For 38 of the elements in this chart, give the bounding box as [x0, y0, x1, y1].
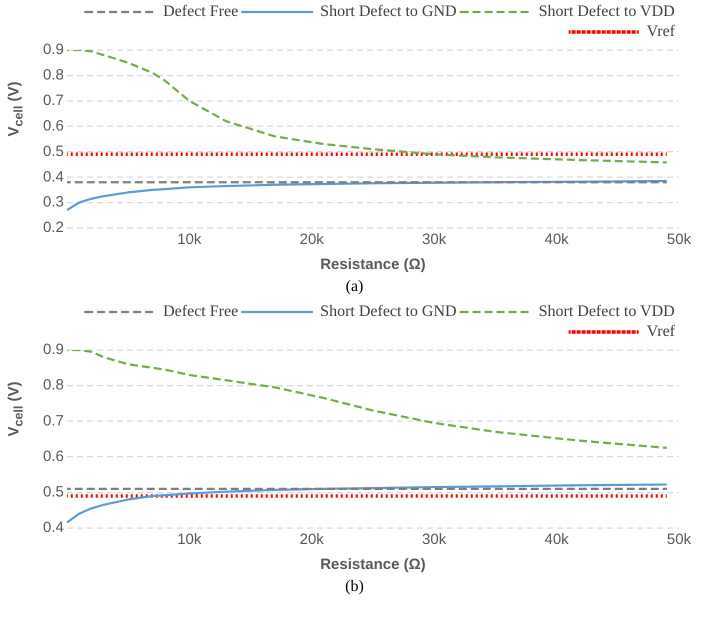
x-tick-label: 20k — [300, 531, 324, 548]
x-tick-label: 30k — [422, 531, 447, 548]
y-tick-label: 0.5 — [42, 142, 64, 160]
y-tick-label: 0.2 — [42, 219, 64, 236]
legend-label: Defect Free — [163, 3, 238, 20]
x-tick-label: 10k — [177, 531, 202, 548]
x-tick-label: 30k — [422, 231, 447, 248]
y-tick-label: 0.7 — [42, 412, 64, 430]
y-tick-label: 0.4 — [42, 519, 64, 536]
x-tick-label: 50k — [666, 531, 692, 548]
y-tick-label: 0.6 — [42, 448, 64, 465]
x-tick-label: 40k — [544, 531, 570, 548]
y-tick-label: 0.5 — [42, 484, 64, 501]
y-tick-label: 0.8 — [42, 66, 64, 84]
legend-label: Defect Free — [163, 303, 238, 320]
legend-label: Short Defect to VDD — [538, 303, 675, 320]
x-tick-label: 10k — [177, 231, 202, 248]
y-tick-label: 0.9 — [42, 341, 64, 358]
text: (a) — [344, 278, 364, 297]
legend-label: Vref — [646, 23, 676, 40]
y-tick-label: 0.7 — [42, 92, 64, 109]
line-series — [66, 50, 668, 164]
x-tick-label: 50k — [666, 231, 692, 248]
x-axis-title: Resistance (Ω) — [320, 256, 426, 274]
line-series — [66, 350, 668, 449]
legend-label: Short Defect to GND — [320, 3, 457, 20]
y-tick-label: 0.9 — [42, 41, 64, 58]
legend-label: Vref — [646, 323, 676, 340]
x-tick-label: 40k — [544, 231, 570, 248]
x-axis-title: Resistance (Ω) — [320, 556, 426, 574]
y-tick-label: 0.3 — [42, 194, 64, 211]
text: (b) — [344, 578, 365, 597]
y-tick-label: 0.8 — [42, 376, 64, 394]
legend-label: Short Defect to VDD — [538, 3, 675, 20]
y-tick-label: 0.6 — [42, 117, 64, 134]
legend-label: Short Defect to GND — [320, 303, 457, 320]
x-tick-label: 20k — [300, 231, 324, 248]
y-tick-label: 0.4 — [42, 168, 64, 186]
